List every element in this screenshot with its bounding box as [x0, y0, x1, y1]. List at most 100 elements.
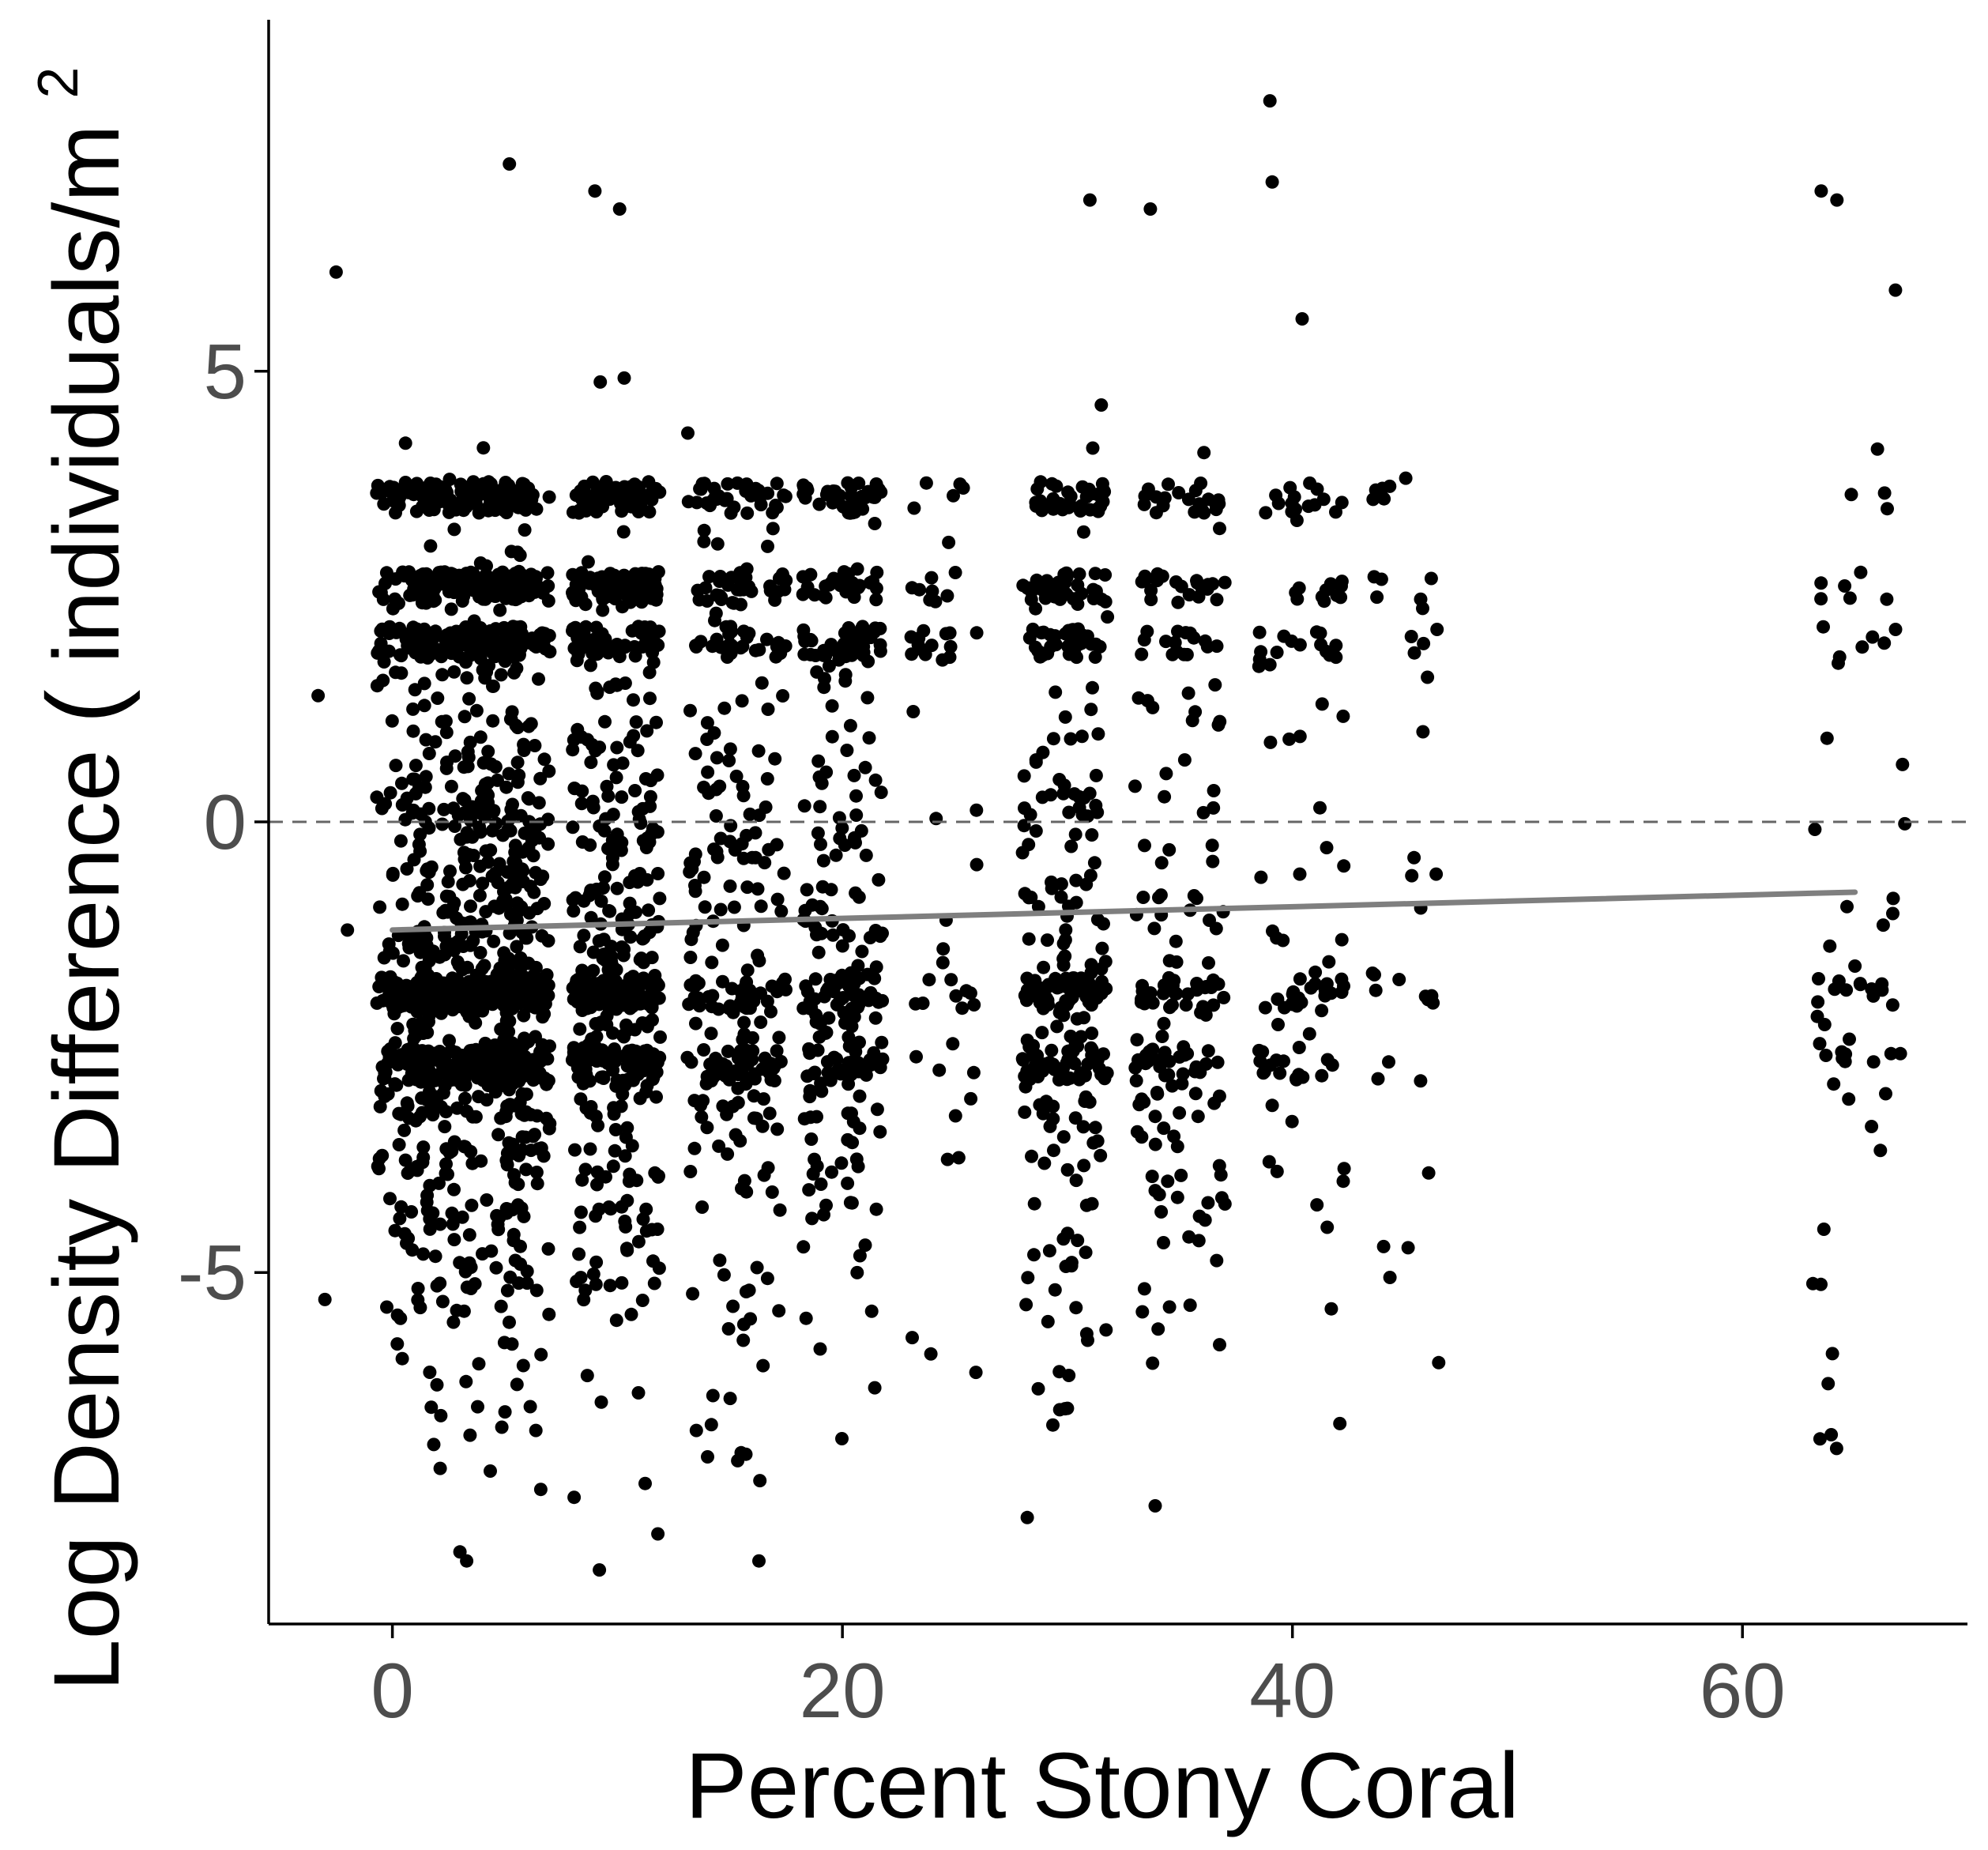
data-point: [457, 710, 472, 724]
data-point: [390, 625, 404, 639]
data-point: [773, 1203, 787, 1217]
data-point: [826, 928, 840, 942]
data-point: [840, 744, 854, 757]
data-point: [469, 703, 484, 718]
data-point: [416, 1050, 430, 1064]
data-point: [939, 627, 953, 641]
data-point: [824, 576, 838, 590]
data-point: [1187, 889, 1201, 902]
data-point: [1875, 977, 1889, 991]
data-point: [590, 1177, 604, 1192]
data-point: [924, 639, 939, 653]
data-point: [597, 870, 612, 884]
data-point: [494, 1299, 508, 1313]
data-point: [1337, 859, 1351, 873]
data-point: [797, 1112, 811, 1126]
data-point: [508, 1175, 522, 1189]
data-point: [416, 1073, 431, 1087]
data-point: [1262, 1155, 1276, 1169]
data-point: [390, 1308, 405, 1322]
data-point: [397, 954, 410, 968]
data-point: [1043, 627, 1057, 642]
data-point: [951, 1151, 966, 1165]
data-point: [1829, 1441, 1843, 1456]
data-point: [874, 485, 888, 499]
data-point: [604, 949, 619, 963]
data-point: [1154, 1205, 1169, 1219]
data-point: [1068, 827, 1082, 842]
data-point: [759, 800, 773, 814]
data-point: [1836, 1051, 1850, 1065]
data-point: [1020, 1510, 1034, 1524]
data-point: [740, 963, 755, 978]
data-point: [845, 1196, 859, 1210]
data-point: [411, 1282, 425, 1295]
data-point: [370, 679, 384, 693]
data-point: [868, 1011, 883, 1025]
data-point: [1278, 1000, 1291, 1015]
data-point: [591, 492, 605, 507]
data-point: [609, 771, 623, 785]
data-point: [721, 477, 735, 491]
data-point: [1151, 1322, 1165, 1336]
data-point: [1157, 1236, 1170, 1249]
data-point: [382, 644, 396, 658]
data-point: [1094, 1068, 1109, 1082]
data-point: [1329, 505, 1342, 519]
data-point: [599, 1170, 612, 1184]
data-point: [460, 826, 474, 840]
data-point: [688, 879, 702, 892]
data-point: [810, 928, 823, 942]
data-point: [827, 1050, 842, 1064]
data-point: [418, 780, 432, 794]
data-point: [1207, 784, 1221, 797]
data-point: [811, 754, 826, 768]
data-point: [854, 823, 868, 838]
data-point: [574, 797, 589, 811]
data-point: [469, 804, 483, 818]
data-point: [1308, 965, 1323, 979]
data-point: [446, 1217, 460, 1231]
data-point: [1303, 476, 1317, 490]
data-point: [443, 1072, 457, 1086]
data-point: [648, 571, 662, 586]
data-point: [517, 1008, 531, 1023]
data-point: [601, 842, 615, 856]
data-point: [627, 1056, 640, 1070]
data-point: [1056, 1130, 1071, 1144]
data-point: [1214, 1191, 1229, 1205]
data-point: [653, 485, 667, 499]
data-point: [1820, 731, 1834, 745]
data-point: [1830, 193, 1844, 207]
data-point: [584, 910, 598, 925]
data-point: [706, 989, 720, 1003]
data-point: [1016, 578, 1030, 593]
data-point: [737, 1174, 751, 1188]
data-point: [803, 1001, 817, 1015]
data-point: [524, 567, 538, 582]
data-point: [1320, 841, 1334, 855]
data-point: [618, 1149, 632, 1163]
data-point: [796, 570, 810, 584]
data-point: [1079, 1245, 1093, 1260]
data-point: [434, 1408, 448, 1422]
data-point: [1314, 638, 1328, 652]
data-point: [751, 948, 765, 963]
data-point: [1035, 582, 1049, 597]
data-point: [1335, 495, 1349, 510]
data-point: [1180, 987, 1195, 1001]
data-point: [1150, 1087, 1165, 1101]
data-point: [1130, 1033, 1144, 1047]
data-point: [845, 637, 860, 651]
data-point: [409, 786, 423, 801]
data-point: [909, 997, 923, 1011]
data-point: [698, 900, 712, 914]
data-point: [476, 1247, 489, 1261]
data-point: [813, 800, 827, 814]
data-point: [1392, 973, 1406, 986]
data-point: [386, 866, 400, 880]
data-point: [438, 1120, 452, 1134]
data-point: [946, 1037, 960, 1051]
data-point: [442, 473, 457, 487]
